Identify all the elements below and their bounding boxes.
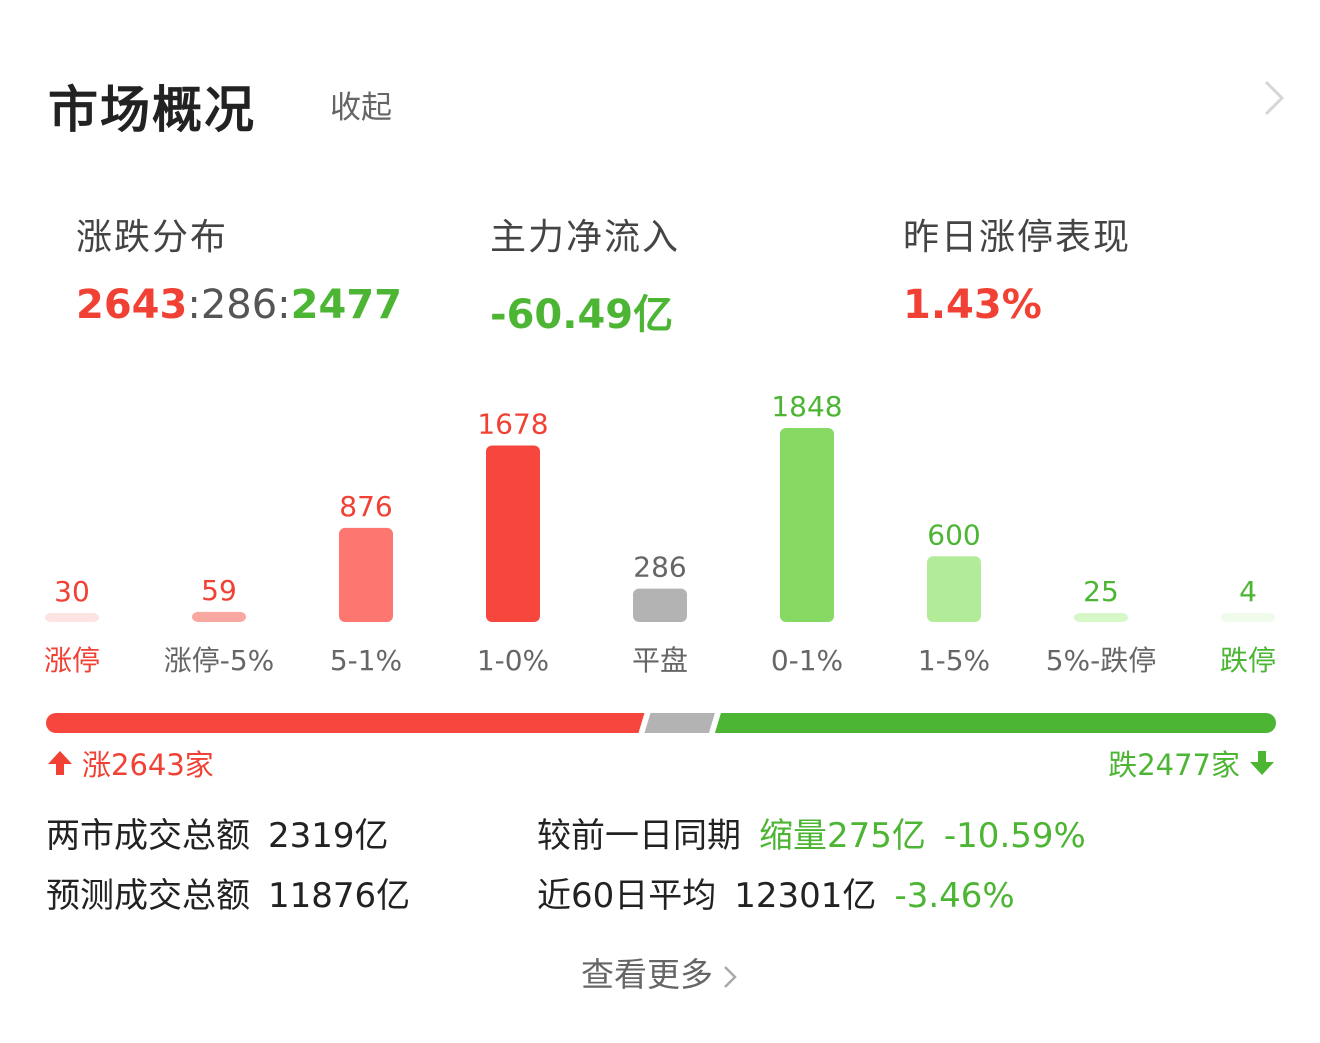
turnover-compare: 较前一日同期 缩量275亿 -10.59% (537, 808, 1104, 857)
see-more-button[interactable]: 查看更多 (0, 948, 1320, 996)
see-more-label: 查看更多 (581, 955, 713, 994)
bar-value-label: 59 (201, 574, 237, 607)
bar-value-label: 876 (339, 490, 392, 523)
turnover-forecast-label: 预测成交总额 (46, 876, 250, 916)
turnover-avg60-value: 12301亿 (734, 876, 877, 916)
bar-value-label: 30 (54, 575, 90, 608)
category-label: 涨停-5% (164, 644, 275, 677)
stat-distribution[interactable]: 涨跌分布 2643:286:2477 (76, 208, 402, 328)
category-label: 平盘 (632, 644, 688, 677)
category-label: 5-1% (330, 644, 402, 677)
category-label: 5%-跌停 (1046, 644, 1157, 677)
arrow-down-icon (1250, 751, 1274, 775)
turnover-compare-pct: -10.59% (943, 816, 1086, 856)
bar-value-label: 1678 (477, 407, 548, 440)
stat-limitup-label: 昨日涨停表现 (903, 217, 1132, 258)
split-down (714, 713, 1276, 733)
bar-value-label: 25 (1083, 575, 1119, 608)
stat-netflow-value: -60.49亿 (490, 292, 674, 338)
stat-limitup[interactable]: 昨日涨停表现 1.43% (903, 208, 1131, 328)
page-title: 市场概况 (48, 81, 256, 139)
separator: : (187, 282, 201, 328)
bar-value-label: 1848 (771, 390, 842, 423)
stat-distribution-label: 涨跌分布 (76, 217, 229, 258)
category-label: 涨停 (44, 644, 100, 677)
flat-count-text: 286 (200, 282, 278, 328)
bar-value-label: 4 (1239, 575, 1257, 608)
category-label: 跌停 (1220, 644, 1276, 677)
separator: : (277, 282, 291, 328)
stat-netflow[interactable]: 主力净流入 -60.49亿 (490, 208, 680, 340)
rise-count: 涨2643家 (46, 742, 214, 784)
bar-8 (1221, 613, 1275, 622)
arrow-up-icon (48, 751, 72, 775)
turnover-avg60-label: 近60日平均 (537, 876, 717, 916)
bar-1 (192, 611, 246, 622)
fall-count: 跌2477家 (1108, 742, 1276, 784)
turnover-forecast-value: 11876亿 (268, 876, 411, 916)
distribution-chart: 30 涨停 59 涨停-5% 876 5-1% 1678 1-0% 286 平盘 1848 0-1% 6… (0, 360, 1320, 690)
turnover-total-label: 两市成交总额 (46, 816, 250, 856)
bar-value-label: 286 (633, 551, 686, 584)
bar-4 (633, 588, 687, 622)
bar-value-label: 600 (927, 518, 980, 551)
chevron-right-icon[interactable] (1256, 78, 1290, 118)
split-up (46, 713, 645, 733)
turnover-total-value: 2319亿 (268, 816, 389, 856)
stat-netflow-label: 主力净流入 (490, 217, 681, 258)
collapse-button[interactable]: 收起 (330, 90, 392, 126)
bar-3 (486, 445, 540, 622)
category-label: 0-1% (771, 644, 843, 677)
turnover-avg60: 近60日平均 12301亿 -3.46% (537, 868, 1033, 917)
turnover-total: 两市成交总额 2319亿 (46, 808, 407, 857)
rise-fall-split-bar (46, 713, 1276, 733)
rise-count-text: 涨2643家 (82, 748, 214, 782)
turnover-avg60-pct: -3.46% (894, 876, 1015, 916)
bar-6 (927, 556, 981, 622)
category-label: 1-0% (477, 644, 549, 677)
split-flat (644, 713, 715, 733)
category-label: 1-5% (918, 644, 990, 677)
down-count-text: 2477 (290, 282, 402, 328)
bar-7 (1074, 613, 1128, 622)
up-count-text: 2643 (76, 282, 188, 328)
bar-2 (339, 527, 393, 622)
bar-5 (780, 428, 834, 622)
turnover-forecast: 预测成交总额 11876亿 (46, 868, 428, 917)
turnover-compare-label: 较前一日同期 (537, 816, 741, 856)
stat-distribution-value: 2643:286:2477 (76, 282, 402, 328)
fall-count-text: 跌2477家 (1108, 748, 1240, 782)
turnover-compare-change: 缩量275亿 (759, 816, 926, 856)
bar-0 (45, 613, 99, 622)
stat-limitup-value: 1.43% (903, 282, 1042, 328)
chevron-right-icon (724, 965, 737, 988)
